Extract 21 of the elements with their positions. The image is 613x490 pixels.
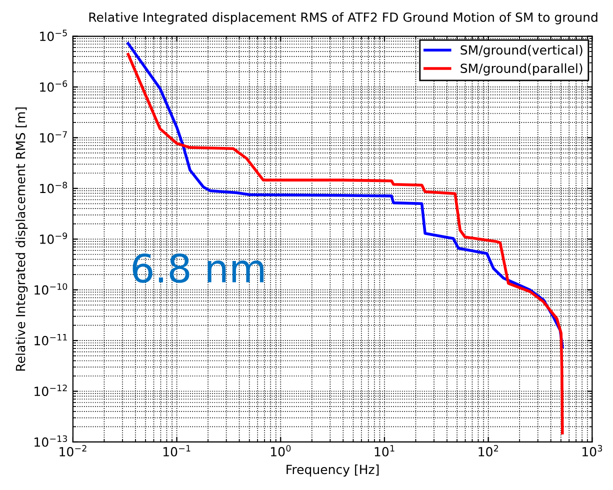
x-axis-title: Frequency [Hz] bbox=[286, 464, 379, 477]
x-tick-label: 10$^{3}$ bbox=[582, 444, 602, 456]
y-tick-label: 10$^{−9}$ bbox=[40, 232, 68, 244]
legend-label: SM/ground(parallel) bbox=[460, 63, 582, 76]
y-tick-label: 10$^{−8}$ bbox=[40, 182, 68, 194]
legend-label: SM/ground(vertical) bbox=[460, 45, 582, 58]
y-axis-title: Relative Integrated displacement RMS [m] bbox=[16, 108, 28, 371]
x-tick-label: 10$^{−1}$ bbox=[163, 445, 190, 456]
y-tick-label: 10$^{−10}$ bbox=[34, 283, 68, 295]
y-tick-label: 10$^{−11}$ bbox=[34, 334, 67, 346]
y-tick-label: 10$^{−12}$ bbox=[34, 384, 67, 396]
x-tick-label: 10$^{−2}$ bbox=[60, 444, 86, 456]
y-tick-label: 10$^{−13}$ bbox=[34, 435, 67, 447]
y-tick-label: 10$^{−7}$ bbox=[40, 131, 67, 143]
annotation: 6.8 nm bbox=[132, 253, 264, 283]
chart-title: Relative Integrated displacement RMS of ATF2 FD Ground Motion of SM to ground bbox=[89, 12, 598, 24]
y-tick-label: 10$^{−6}$ bbox=[40, 80, 68, 92]
x-tick-label: 10$^{2}$ bbox=[478, 444, 498, 456]
x-tick-label: 10$^{1}$ bbox=[374, 445, 394, 456]
x-tick-label: 10$^{0}$ bbox=[271, 444, 291, 456]
y-tick-label: 10$^{−5}$ bbox=[40, 30, 67, 42]
